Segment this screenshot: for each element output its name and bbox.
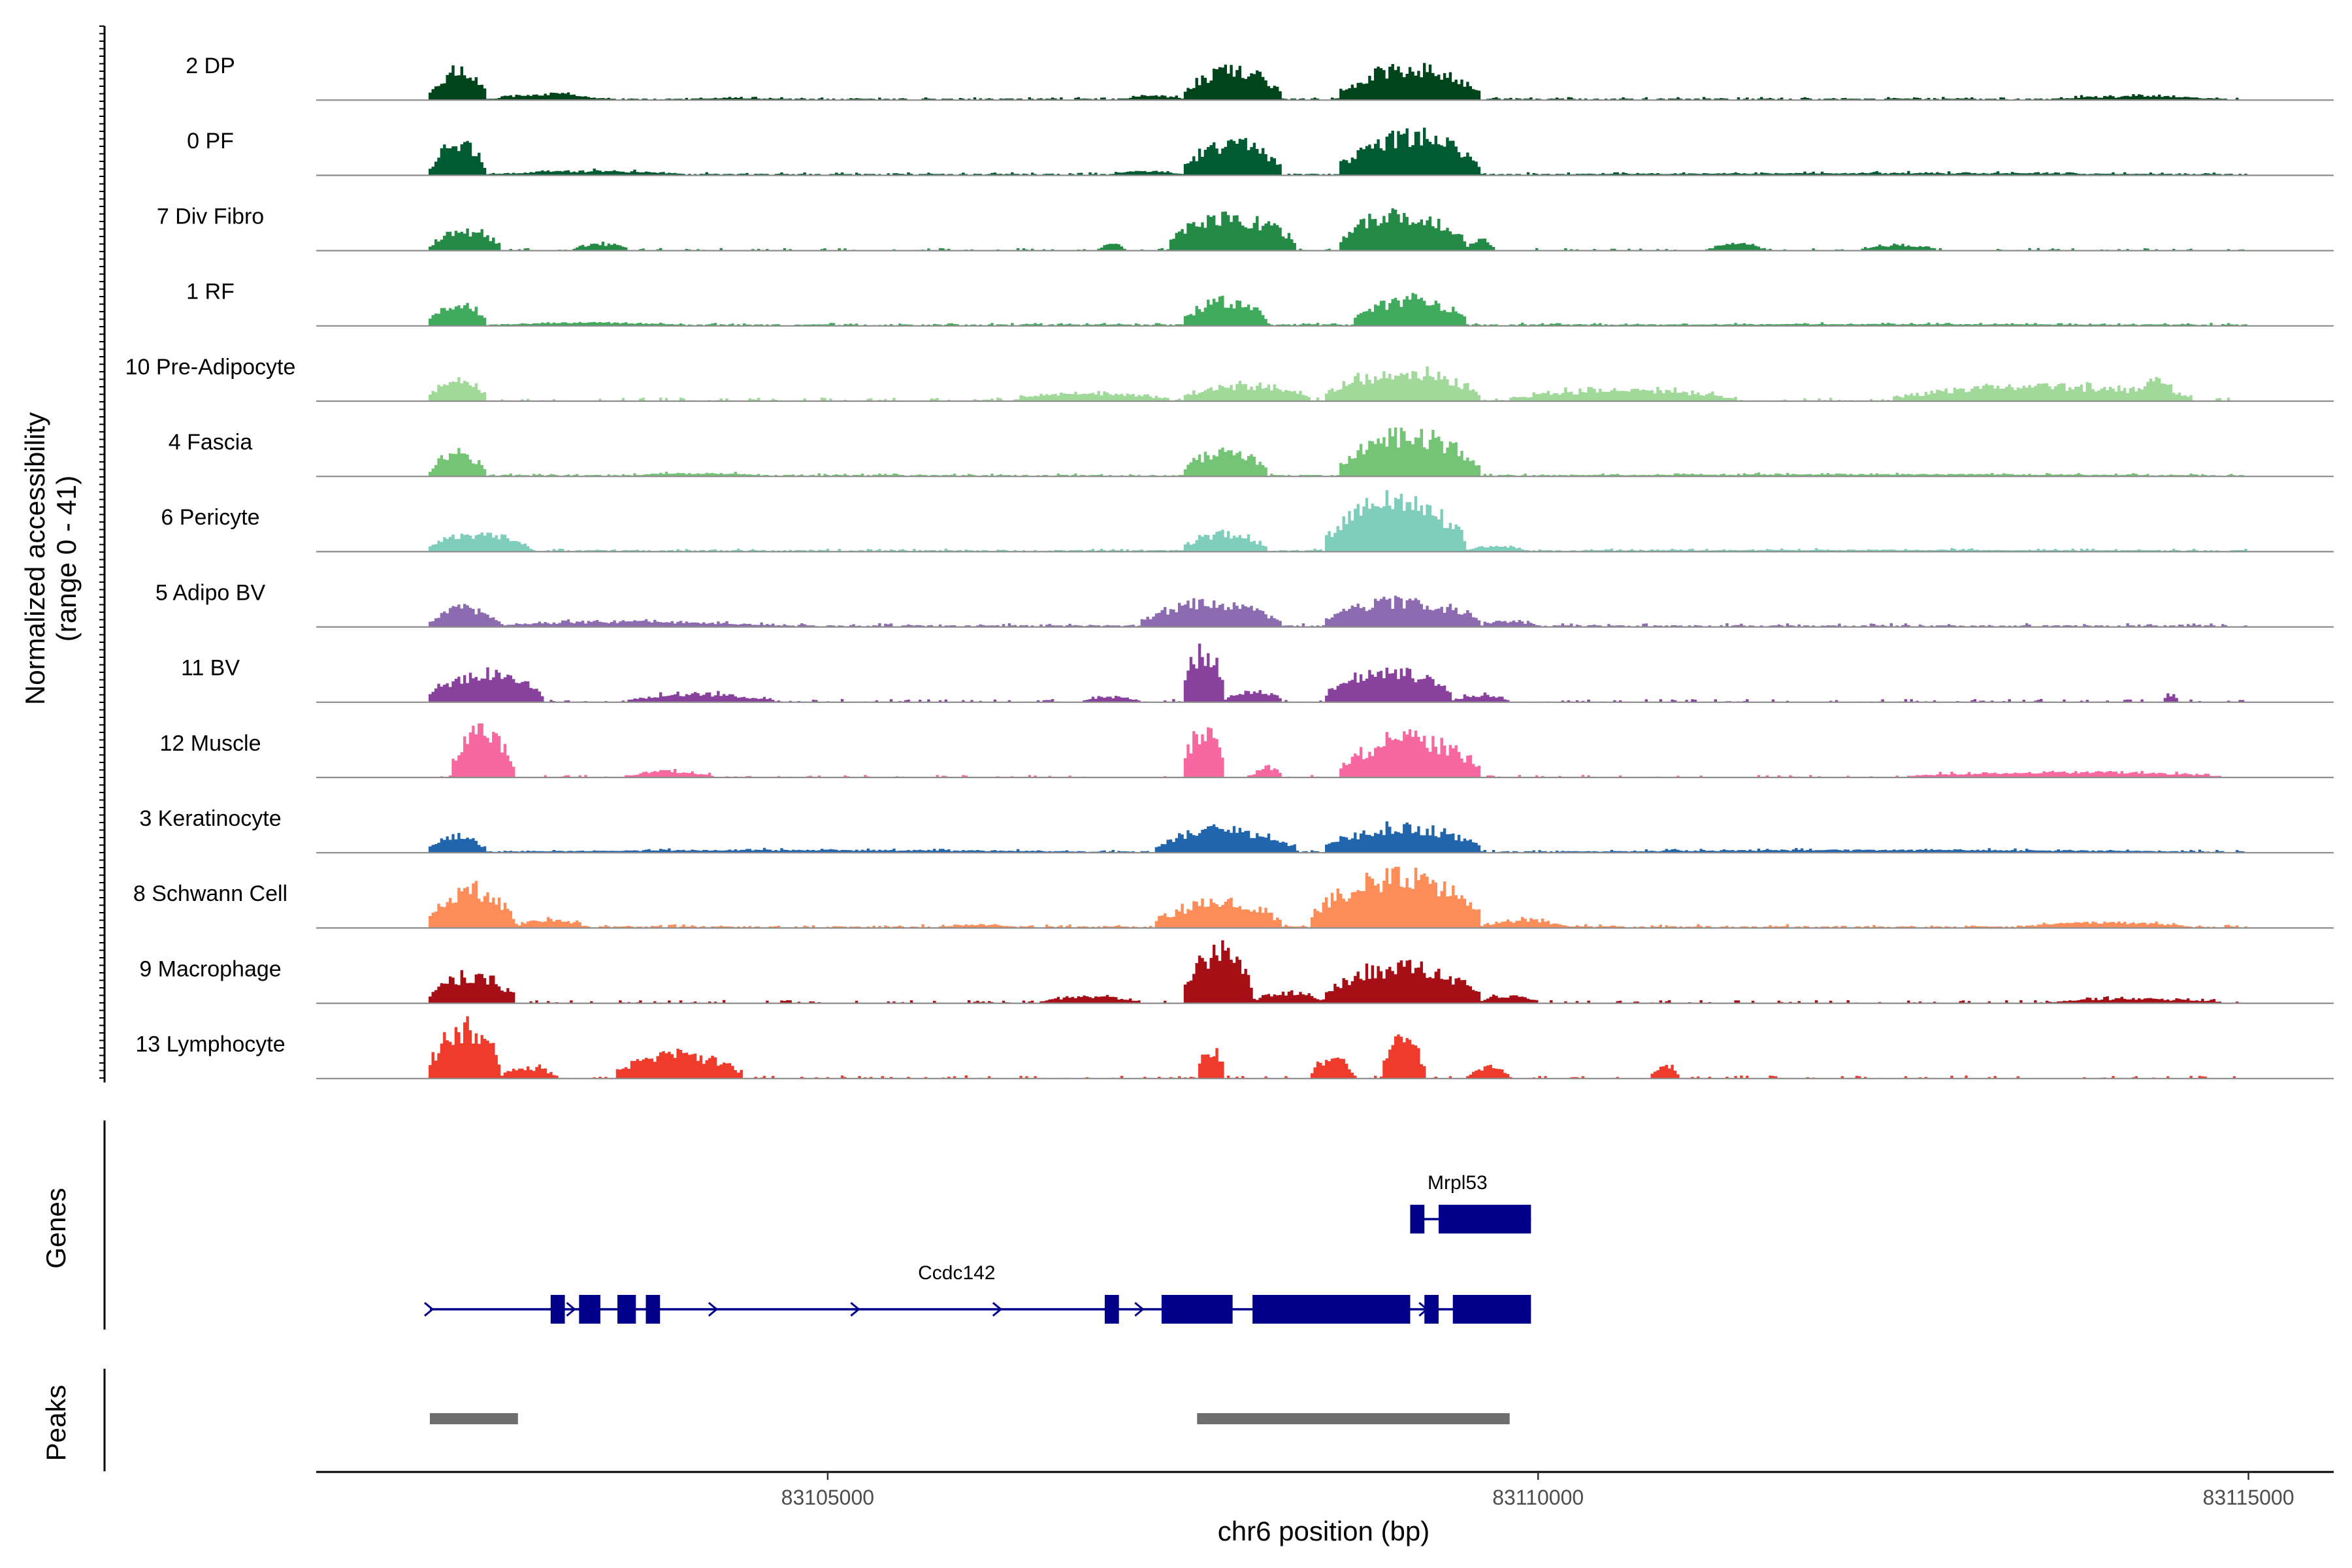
coverage-track: 0 PF bbox=[187, 127, 2334, 176]
coverage-track: 3 Keratinocyte bbox=[139, 806, 2334, 854]
gene-exon bbox=[1438, 1205, 1531, 1233]
gene-exon bbox=[617, 1295, 636, 1324]
coverage-area bbox=[429, 127, 2247, 176]
coverage-track: 6 Pericyte bbox=[161, 490, 2334, 553]
genes-track-title: Genes bbox=[41, 1188, 71, 1269]
coverage-area bbox=[429, 293, 2247, 326]
track-label: 11 BV bbox=[181, 656, 240, 681]
track-label: 2 DP bbox=[186, 54, 235, 78]
coverage-area bbox=[429, 490, 2247, 552]
peak-region bbox=[429, 1413, 518, 1424]
strand-arrow bbox=[566, 1301, 576, 1317]
track-label: 7 Div Fibro bbox=[157, 204, 264, 229]
peaks-track-title: Peaks bbox=[41, 1385, 71, 1462]
coverage-area bbox=[429, 821, 2245, 853]
track-label: 8 Schwann Cell bbox=[133, 881, 287, 906]
gene-exon bbox=[1104, 1295, 1119, 1324]
strand-arrow bbox=[1134, 1301, 1145, 1317]
x-tick-label: 83110000 bbox=[1492, 1486, 1584, 1509]
y-axis-range-label: (range 0 - 41) bbox=[51, 476, 82, 642]
gene-exon bbox=[1252, 1295, 1411, 1324]
coverage-track: 11 BV bbox=[181, 644, 2334, 703]
coverage-area bbox=[429, 866, 2247, 928]
coverage-track: 5 Adipo BV bbox=[155, 580, 2334, 628]
track-label: 3 Keratinocyte bbox=[139, 806, 281, 831]
track-label: 13 Lymphocyte bbox=[135, 1032, 285, 1057]
coverage-area bbox=[429, 940, 2247, 1004]
coverage-track: 13 Lymphocyte bbox=[135, 1016, 2334, 1079]
gene-annotation-track: Mrpl53 Ccdc142 bbox=[103, 1120, 1531, 1330]
coverage-track: 4 Fascia bbox=[169, 427, 2334, 478]
track-label: 5 Adipo BV bbox=[155, 580, 266, 605]
track-label: 12 Muscle bbox=[160, 731, 261, 756]
coverage-track: 2 DP bbox=[186, 54, 2334, 101]
coverage-area bbox=[429, 427, 2245, 477]
peaks-track bbox=[103, 1369, 1510, 1471]
track-label: 10 Pre-Adipocyte bbox=[125, 355, 296, 380]
x-axis-title: chr6 position (bp) bbox=[1218, 1516, 1430, 1546]
gene-exon bbox=[645, 1295, 661, 1324]
coverage-area bbox=[429, 644, 2247, 702]
track-label: 6 Pericyte bbox=[161, 505, 259, 530]
coverage-track: 9 Macrophage bbox=[139, 940, 2334, 1004]
coverage-track: 12 Muscle bbox=[160, 723, 2334, 779]
strand-arrow bbox=[992, 1301, 1003, 1317]
gene-exon bbox=[579, 1295, 600, 1324]
gene-exon bbox=[1452, 1295, 1531, 1324]
coverage-area bbox=[429, 367, 2247, 401]
coverage-track: 1 RF bbox=[186, 280, 2334, 327]
coverage-area bbox=[429, 1016, 2247, 1079]
gene-model: Ccdc142 bbox=[424, 1262, 1531, 1324]
strand-arrow bbox=[424, 1301, 434, 1317]
strand-arrow bbox=[850, 1301, 860, 1317]
y-axis-title: Normalized accessibility bbox=[20, 412, 50, 705]
gene-name: Ccdc142 bbox=[918, 1262, 995, 1284]
coverage-area bbox=[429, 208, 2245, 251]
x-tick-label: 83115000 bbox=[2203, 1486, 2295, 1509]
gene-exon bbox=[1161, 1295, 1233, 1324]
coverage-area bbox=[429, 63, 2247, 101]
x-tick-label: 83105000 bbox=[781, 1486, 874, 1509]
gene-exon bbox=[1410, 1205, 1425, 1233]
strand-arrow bbox=[708, 1301, 719, 1317]
coverage-area bbox=[429, 723, 2233, 777]
coverage-track: 7 Div Fibro bbox=[157, 204, 2334, 252]
track-label: 0 PF bbox=[187, 129, 234, 154]
x-axis: 83105000 83110000 83115000 bbox=[316, 1471, 2334, 1509]
gene-name: Mrpl53 bbox=[1428, 1172, 1488, 1194]
coverage-area bbox=[429, 595, 2247, 627]
coverage-tracks: 2 DP 0 PF 7 Div Fibro 1 RF 10 Pre-Adipocyte 4… bbox=[99, 25, 2334, 1083]
gene-exon bbox=[550, 1295, 565, 1324]
track-label: 1 RF bbox=[186, 280, 235, 304]
coverage-track: 8 Schwann Cell bbox=[133, 866, 2334, 929]
gene-exon bbox=[1424, 1295, 1439, 1324]
gene-model: Mrpl53 bbox=[1410, 1172, 1531, 1233]
track-label: 9 Macrophage bbox=[139, 956, 281, 981]
coverage-track: 10 Pre-Adipocyte bbox=[125, 355, 2334, 402]
track-label: 4 Fascia bbox=[169, 430, 253, 455]
peak-region bbox=[1197, 1413, 1510, 1424]
